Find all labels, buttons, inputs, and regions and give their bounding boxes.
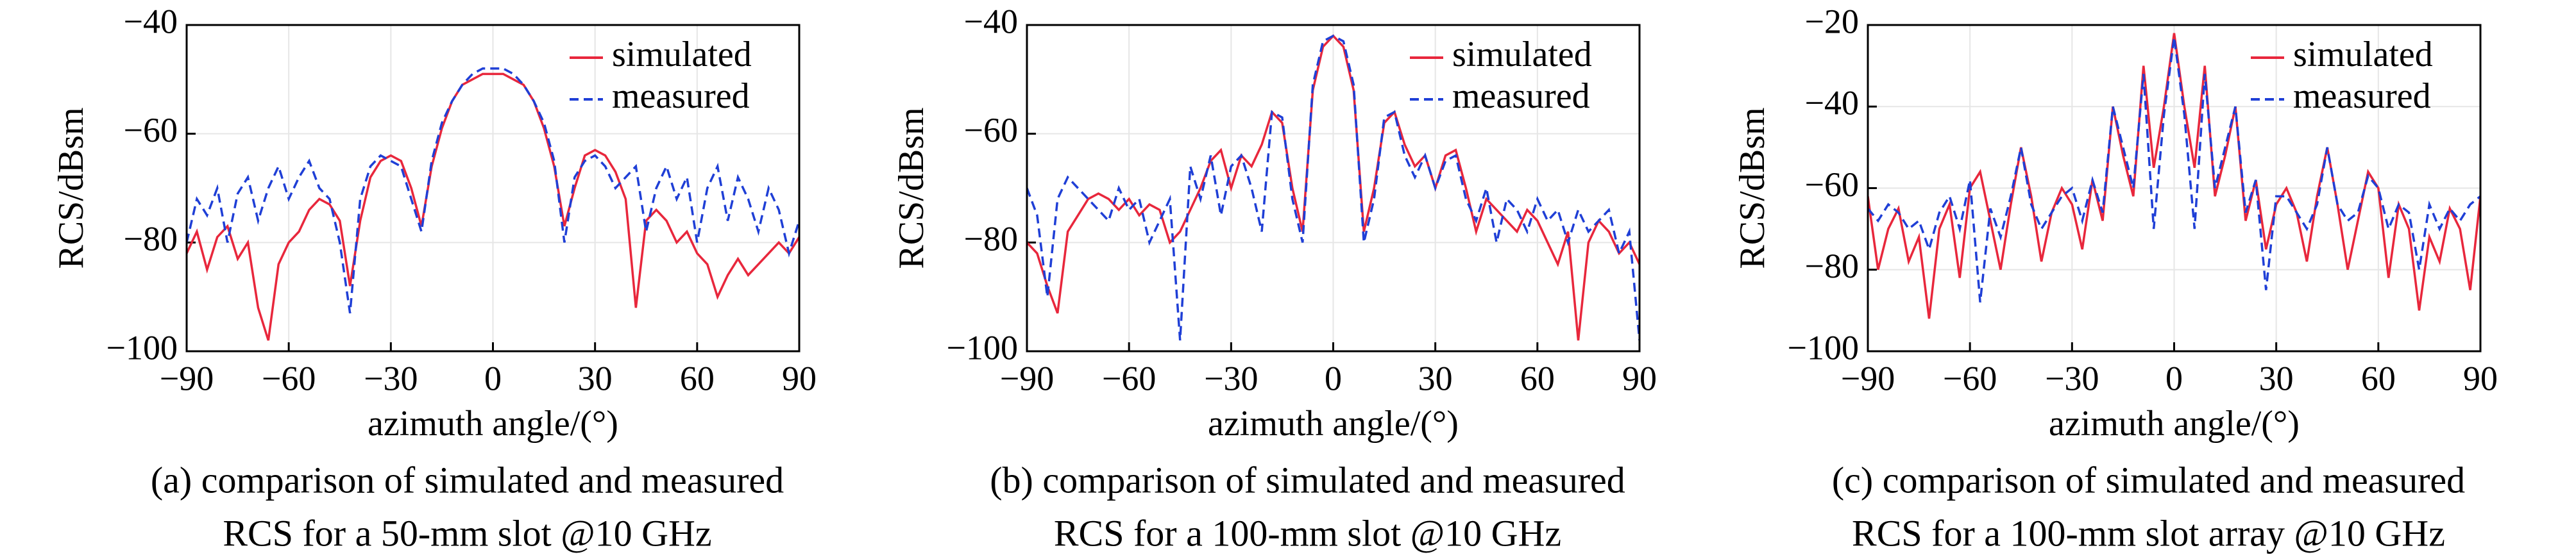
y-tick-label: −100 — [947, 328, 1018, 367]
x-tick-label: 30 — [2259, 359, 2294, 397]
y-tick-label: −60 — [1805, 165, 1859, 204]
x-axis-label: azimuth angle/(°) — [368, 404, 618, 444]
y-tick-label: −80 — [964, 220, 1018, 258]
y-tick-label: −100 — [106, 328, 178, 367]
x-tick-label: −30 — [2045, 359, 2099, 397]
caption: RCS for a 50-mm slot @10 GHz — [223, 512, 711, 554]
x-tick-label: 60 — [680, 359, 715, 397]
legend-label: simulated — [1452, 35, 1592, 74]
x-tick-label: −30 — [1204, 359, 1258, 397]
x-tick-label: 60 — [2361, 359, 2396, 397]
legend-label: measured — [612, 76, 750, 116]
series-line — [187, 67, 799, 313]
x-tick-label: −90 — [160, 359, 214, 397]
series-line — [1027, 34, 1640, 341]
y-tick-label: −100 — [1788, 328, 1859, 367]
y-axis-label: RCS/dBsm — [892, 107, 931, 269]
x-axis-label: azimuth angle/(°) — [2049, 404, 2300, 444]
x-tick-label: −90 — [1000, 359, 1054, 397]
legend-label: simulated — [2293, 35, 2433, 74]
legend-label: simulated — [612, 35, 752, 74]
caption: RCS for a 100-mm slot @10 GHz — [1054, 512, 1561, 554]
caption: (c) comparison of simulated and measured — [1832, 459, 2465, 501]
plot-frame — [185, 24, 801, 353]
x-tick-label: 60 — [1520, 359, 1555, 397]
x-tick-label: −60 — [1102, 359, 1156, 397]
y-tick-label: −80 — [1805, 247, 1859, 285]
y-tick-label: −20 — [1805, 2, 1859, 40]
x-tick-label: 30 — [1418, 359, 1453, 397]
caption: RCS for a 100-mm slot array @10 GHz — [1852, 512, 2445, 554]
caption: (a) comparison of simulated and measured — [151, 459, 784, 501]
x-tick-label: 90 — [782, 359, 817, 397]
x-axis-label: azimuth angle/(°) — [1208, 404, 1459, 444]
caption: (b) comparison of simulated and measured — [990, 459, 1625, 501]
plot-frame — [1026, 24, 1641, 353]
y-tick-label: −40 — [1805, 84, 1859, 122]
series-line — [187, 72, 799, 341]
y-tick-label: −60 — [964, 111, 1018, 149]
x-tick-label: 0 — [2165, 359, 2183, 397]
y-tick-label: −80 — [124, 220, 178, 258]
plot-frame — [1867, 24, 2482, 353]
x-tick-label: 90 — [2463, 359, 2498, 397]
y-tick-label: −40 — [124, 2, 178, 40]
legend-label: measured — [2293, 76, 2431, 116]
x-tick-label: 0 — [484, 359, 502, 397]
x-tick-label: 90 — [1622, 359, 1657, 397]
x-tick-label: −60 — [1943, 359, 1997, 397]
x-tick-label: −60 — [262, 359, 316, 397]
x-tick-label: 30 — [578, 359, 613, 397]
x-tick-label: 0 — [1325, 359, 1342, 397]
y-tick-label: −60 — [124, 111, 178, 149]
y-axis-label: RCS/dBsm — [51, 107, 91, 269]
x-tick-label: −30 — [364, 359, 418, 397]
legend-label: measured — [1452, 76, 1590, 116]
y-axis-label: RCS/dBsm — [1733, 107, 1772, 269]
y-tick-label: −40 — [964, 2, 1018, 40]
x-tick-label: −90 — [1841, 359, 1895, 397]
